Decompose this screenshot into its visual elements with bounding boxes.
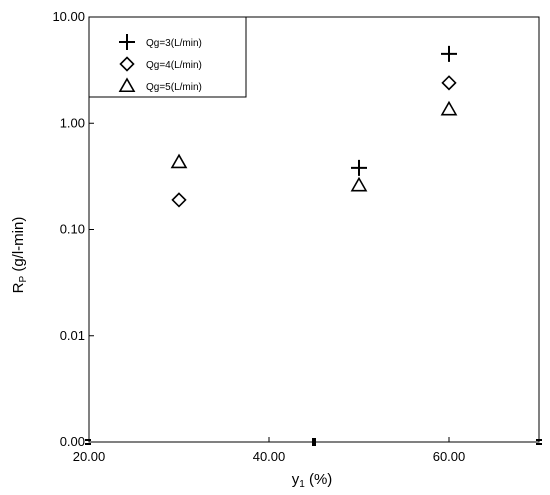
- triangle-data-point: [170, 153, 188, 169]
- data-markers: [170, 45, 458, 208]
- legend-label: Qg=3(L/min): [146, 38, 202, 49]
- y-tick-label: 1.00: [60, 115, 85, 130]
- x-axis-marker: [312, 438, 316, 446]
- y-tick-label: 0.01: [60, 328, 85, 343]
- x-tick-label: 60.00: [433, 449, 466, 464]
- x-axis-title: y1 (%): [292, 471, 333, 490]
- legend-label: Qg=5(L/min): [146, 82, 202, 93]
- diamond-data-point: [441, 75, 457, 91]
- legend-plus-icon: [119, 34, 135, 50]
- x-axis-ticks: 20.00 40.00 60.00: [73, 437, 542, 464]
- legend-box: [88, 16, 247, 98]
- axis-corner-mark: [85, 439, 91, 441]
- legend: Qg=3(L/min) Qg=4(L/min) Qg=5(L/min): [88, 16, 247, 98]
- plus-data-point: [441, 45, 457, 62]
- axis-corner-mark: [536, 443, 542, 445]
- y-axis-ticks: 10.00 1.00 0.10 0.01 0.00: [52, 9, 94, 449]
- x-tick-label: 20.00: [73, 449, 106, 464]
- y-tick-label: 10.00: [52, 9, 85, 24]
- y-tick-label: 0.00: [60, 434, 85, 449]
- legend-label: Qg=4(L/min): [146, 60, 202, 71]
- x-tick-label: 40.00: [253, 449, 286, 464]
- axis-corner-mark: [85, 443, 91, 445]
- triangle-data-point: [440, 100, 458, 116]
- triangle-data-point: [350, 176, 368, 192]
- legend-triangle-icon: [118, 77, 136, 93]
- plus-data-point: [351, 159, 367, 176]
- y-tick-label: 0.10: [60, 222, 85, 237]
- diamond-data-point: [171, 192, 187, 208]
- y-axis-title: RP (g/l-min): [10, 217, 29, 294]
- axis-corner-mark: [536, 439, 542, 441]
- legend-diamond-icon: [119, 56, 135, 72]
